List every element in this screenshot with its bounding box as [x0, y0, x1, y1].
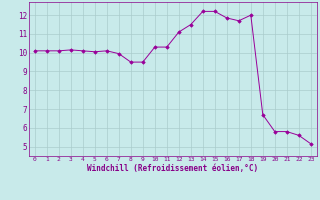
X-axis label: Windchill (Refroidissement éolien,°C): Windchill (Refroidissement éolien,°C)	[87, 164, 258, 173]
